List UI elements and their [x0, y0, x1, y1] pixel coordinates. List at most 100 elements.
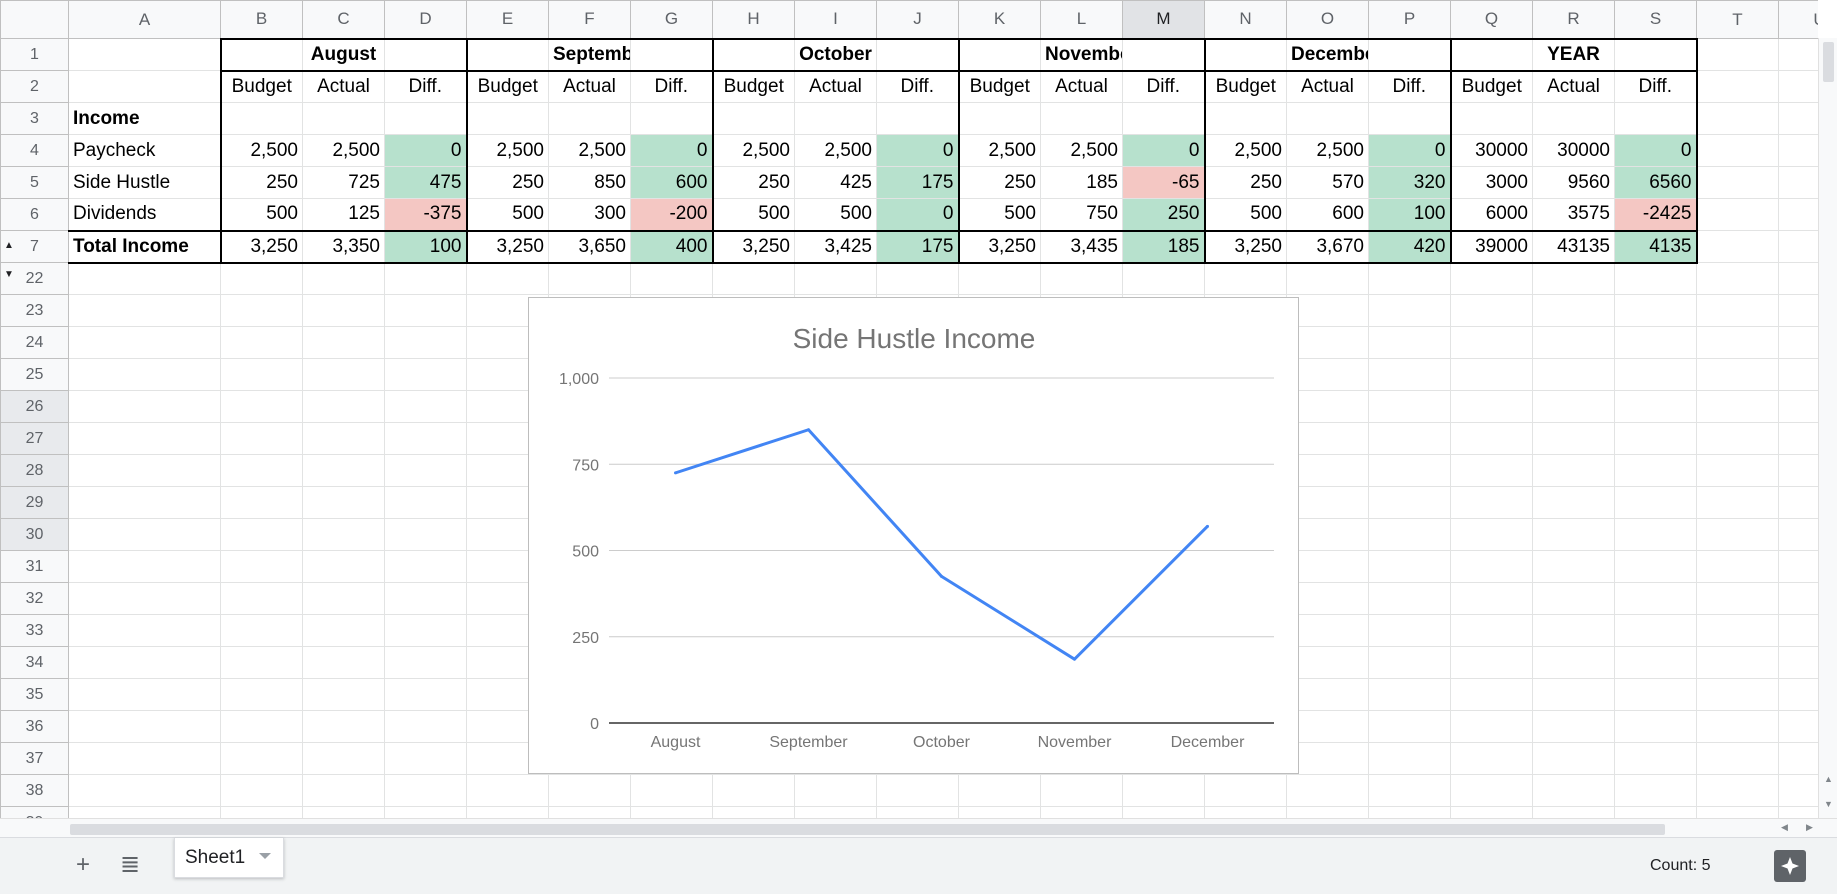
value-cell[interactable]: 500: [711, 198, 795, 231]
cell[interactable]: [711, 102, 795, 135]
cell[interactable]: [1368, 678, 1451, 711]
cell[interactable]: [876, 806, 959, 818]
row-header-37[interactable]: 37: [0, 742, 69, 775]
cell[interactable]: [794, 262, 877, 295]
value-cell[interactable]: 0: [1122, 134, 1205, 167]
value-cell[interactable]: 3,435: [1040, 229, 1123, 264]
cell[interactable]: [1778, 550, 1818, 583]
cell[interactable]: [712, 262, 795, 295]
cell[interactable]: [1778, 422, 1818, 455]
cell[interactable]: [220, 646, 303, 679]
cell[interactable]: [1532, 806, 1615, 818]
cell[interactable]: [1286, 262, 1369, 295]
cell[interactable]: [384, 774, 467, 807]
cell[interactable]: [220, 518, 303, 551]
cell[interactable]: [1532, 550, 1615, 583]
cell[interactable]: [219, 37, 303, 72]
cell[interactable]: [1696, 518, 1779, 551]
cell[interactable]: [1450, 390, 1533, 423]
cell[interactable]: [220, 326, 303, 359]
cell[interactable]: [68, 518, 221, 551]
cell[interactable]: [1695, 134, 1779, 167]
cell[interactable]: [1368, 390, 1451, 423]
cell[interactable]: [302, 454, 385, 487]
value-cell[interactable]: 250: [1203, 166, 1287, 199]
cell[interactable]: [1368, 37, 1451, 72]
cell[interactable]: [384, 486, 467, 519]
cell[interactable]: [220, 742, 303, 775]
subheader-cell[interactable]: Budget: [219, 70, 303, 103]
row-header-35[interactable]: 35: [0, 678, 69, 711]
column-header-c[interactable]: C: [302, 0, 385, 39]
cell[interactable]: [302, 678, 385, 711]
cell[interactable]: [1532, 646, 1615, 679]
cell[interactable]: [1122, 774, 1205, 807]
cell[interactable]: [68, 774, 221, 807]
cell[interactable]: [794, 102, 877, 135]
cell[interactable]: [1696, 742, 1779, 775]
row-header-29[interactable]: 29: [0, 486, 69, 519]
cell[interactable]: [1040, 102, 1123, 135]
row-header-24[interactable]: 24: [0, 326, 69, 359]
cell[interactable]: [220, 710, 303, 743]
cell[interactable]: [384, 262, 467, 295]
cell[interactable]: [1450, 454, 1533, 487]
value-cell[interactable]: 2,500: [711, 134, 795, 167]
cell[interactable]: [220, 454, 303, 487]
value-cell[interactable]: 500: [794, 198, 877, 231]
value-cell[interactable]: 3,250: [465, 229, 549, 264]
value-cell[interactable]: 30000: [1532, 134, 1615, 167]
expand-group-icon[interactable]: ▼: [4, 269, 14, 280]
cell[interactable]: [302, 326, 385, 359]
cell[interactable]: [712, 774, 795, 807]
value-cell[interactable]: 0: [876, 134, 959, 167]
cell[interactable]: [1778, 646, 1818, 679]
cell[interactable]: [384, 614, 467, 647]
cell[interactable]: [1778, 710, 1818, 743]
value-cell[interactable]: 185: [1122, 229, 1205, 264]
side-hustle-chart[interactable]: Side Hustle Income 0 250 500 750 1,000 August S…: [528, 297, 1299, 774]
cell[interactable]: [1778, 454, 1818, 487]
cell[interactable]: [1286, 358, 1369, 391]
value-cell[interactable]: 0: [1368, 134, 1451, 167]
select-all-corner[interactable]: [0, 0, 69, 39]
cell[interactable]: [1203, 37, 1287, 72]
row-header-33[interactable]: 33: [0, 614, 69, 647]
cell[interactable]: [1614, 102, 1697, 135]
cell[interactable]: [220, 486, 303, 519]
cell[interactable]: [220, 774, 303, 807]
cell[interactable]: [68, 262, 221, 295]
cell[interactable]: [1778, 198, 1818, 231]
cell[interactable]: [1368, 710, 1451, 743]
cell[interactable]: [1614, 326, 1697, 359]
sheet-tab[interactable]: Sheet1: [174, 838, 284, 878]
value-cell[interactable]: 850: [548, 166, 631, 199]
cell[interactable]: [68, 326, 221, 359]
cell[interactable]: [548, 102, 631, 135]
value-cell[interactable]: -375: [384, 198, 467, 231]
value-cell[interactable]: 175: [876, 229, 959, 264]
cell[interactable]: [630, 37, 713, 72]
cell[interactable]: [384, 390, 467, 423]
subheader-cell[interactable]: Diff.: [876, 70, 959, 103]
value-cell[interactable]: 725: [302, 166, 385, 199]
cell[interactable]: [68, 70, 221, 103]
row-header-34[interactable]: 34: [0, 646, 69, 679]
cell[interactable]: [1286, 294, 1369, 327]
cell[interactable]: [1450, 486, 1533, 519]
cell[interactable]: [1695, 198, 1779, 231]
value-cell[interactable]: 300: [548, 198, 631, 231]
row-header-5[interactable]: 5: [0, 166, 69, 199]
month-header[interactable]: August: [302, 37, 385, 72]
cell[interactable]: [1778, 614, 1818, 647]
cell[interactable]: [68, 294, 221, 327]
month-header[interactable]: November: [1040, 37, 1123, 72]
cell[interactable]: [1450, 326, 1533, 359]
cell[interactable]: [220, 806, 303, 818]
cell[interactable]: [1450, 262, 1533, 295]
cell[interactable]: [1696, 710, 1779, 743]
cell[interactable]: [1778, 326, 1818, 359]
cell[interactable]: [1778, 70, 1818, 103]
value-cell[interactable]: 500: [219, 198, 303, 231]
cell[interactable]: [1695, 38, 1779, 71]
